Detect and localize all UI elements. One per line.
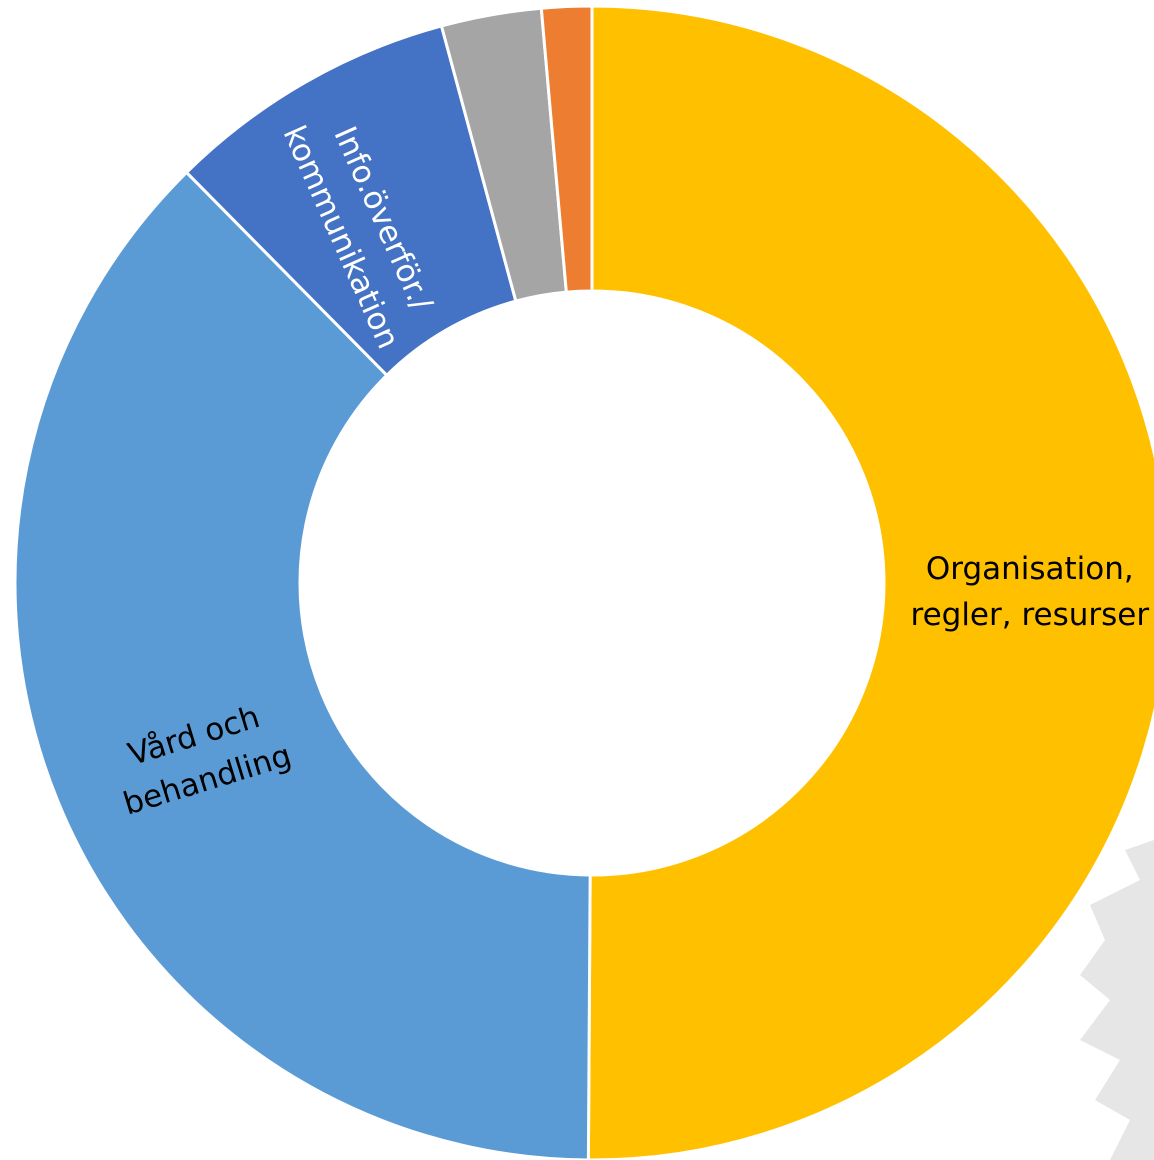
donut-slice	[13, 170, 592, 1160]
donut-slice	[539, 4, 594, 294]
donut-slice	[586, 4, 1154, 1160]
watermark-gear	[1080, 840, 1154, 1160]
slice-label: Organisation, regler, resurser	[910, 551, 1150, 633]
